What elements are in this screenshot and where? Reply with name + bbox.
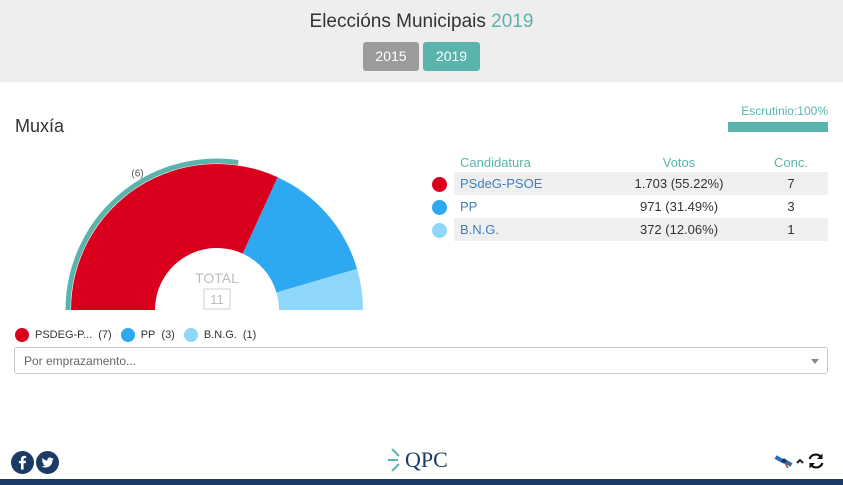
qpc-logo-mark-icon <box>388 448 400 472</box>
party-color-cell <box>428 172 454 195</box>
legend-item[interactable]: PSDEG-P... (7) <box>15 328 112 342</box>
party-name[interactable]: PP <box>460 199 478 214</box>
party-color-dot <box>432 176 447 192</box>
year-2015-button[interactable]: 2015 <box>363 42 419 71</box>
footer-tools <box>773 451 827 471</box>
legend-label: B.N.G. <box>203 329 237 341</box>
page-title-year: 2019 <box>491 11 534 32</box>
legend-color-dot <box>120 328 135 342</box>
legend-seats: (3) <box>161 329 175 341</box>
legend-label: PSDEG-P... <box>35 329 93 341</box>
total-label: TOTAL <box>195 270 239 286</box>
social-links <box>11 451 61 474</box>
scrutiny-progress-fill <box>728 122 828 132</box>
hemicycle-slice-psdeg-psoe[interactable] <box>71 163 278 310</box>
total-seats-value: 11 <box>210 292 224 307</box>
party-color-dot <box>432 222 447 238</box>
party-seats: 7 <box>754 172 828 195</box>
majority-arc <box>65 158 239 311</box>
hemicycle-slice-pp[interactable] <box>242 177 358 293</box>
legend-item[interactable]: B.N.G. (1) <box>183 328 257 342</box>
qpc-logo: QPC <box>387 446 448 474</box>
party-color-dot <box>432 199 447 215</box>
page-title-text: Eleccións Municipais <box>309 11 486 32</box>
table-header-dot <box>428 152 454 172</box>
party-color-cell <box>428 195 454 218</box>
legend-color-dot <box>15 328 29 342</box>
seat-hemicycle-chart: (6) TOTAL 11 <box>65 158 363 311</box>
municipality-name: Muxía <box>15 116 65 136</box>
legend-label: PP <box>140 329 156 341</box>
legend-color-dot <box>183 328 198 342</box>
facebook-icon[interactable] <box>11 451 34 474</box>
table-header-votes: Votos <box>662 154 696 170</box>
table-row: PSdeG-PSOE 1.703 (55.22%) 7 <box>428 172 828 195</box>
party-name[interactable]: PSdeG-PSOE <box>454 172 604 195</box>
party-seats: 1 <box>754 218 828 241</box>
chevron-down-icon <box>811 359 819 364</box>
total-seats-box <box>203 288 231 310</box>
party-seats: 3 <box>787 199 795 214</box>
year-2019-button[interactable]: 2019 <box>423 42 480 71</box>
party-name[interactable]: B.N.G. <box>454 218 604 241</box>
party-color-cell <box>428 218 454 241</box>
hemicycle-slice-b-n-g-[interactable] <box>276 268 363 310</box>
location-select[interactable]: Por emprazamento... <box>14 347 828 374</box>
previous-seats-label: (6) <box>131 168 143 179</box>
footer-bar <box>0 479 843 485</box>
chevron-up-icon[interactable] <box>795 454 805 468</box>
party-votes: 372 (12.06%) <box>604 218 754 241</box>
chart-legend: PSDEG-P... (7) PP (3) B.N.G. (1) <box>15 328 265 342</box>
satellite-icon[interactable] <box>773 452 795 470</box>
qpc-logo-text: QPC <box>405 447 448 472</box>
party-votes: 971 (31.49%) <box>639 199 719 214</box>
party-votes: 1.703 (55.22%) <box>604 172 754 195</box>
header: Eleccións Municipais 2019 2015 2019 <box>0 0 843 82</box>
page-title: Eleccións Municipais 2019 <box>0 11 843 33</box>
refresh-icon[interactable] <box>805 451 827 471</box>
results-table: Candidatura Votos Conc. PSdeG-PSOE 1.703… <box>428 152 828 241</box>
legend-seats: (7) <box>98 329 112 341</box>
legend-item[interactable]: PP (3) <box>120 328 175 342</box>
table-row: PP 971 (31.49%) 3 <box>428 195 828 218</box>
table-header-party: Candidatura <box>460 154 531 170</box>
location-select-placeholder: Por emprazamento... <box>24 354 137 368</box>
table-row: B.N.G. 372 (12.06%) 1 <box>428 218 828 241</box>
scrutiny-progress-bar <box>728 122 828 132</box>
scrutiny-label: Escrutinio:100% <box>741 104 828 118</box>
table-header-seats: Conc. <box>774 154 808 170</box>
legend-seats: (1) <box>242 329 257 341</box>
twitter-icon[interactable] <box>36 451 59 474</box>
